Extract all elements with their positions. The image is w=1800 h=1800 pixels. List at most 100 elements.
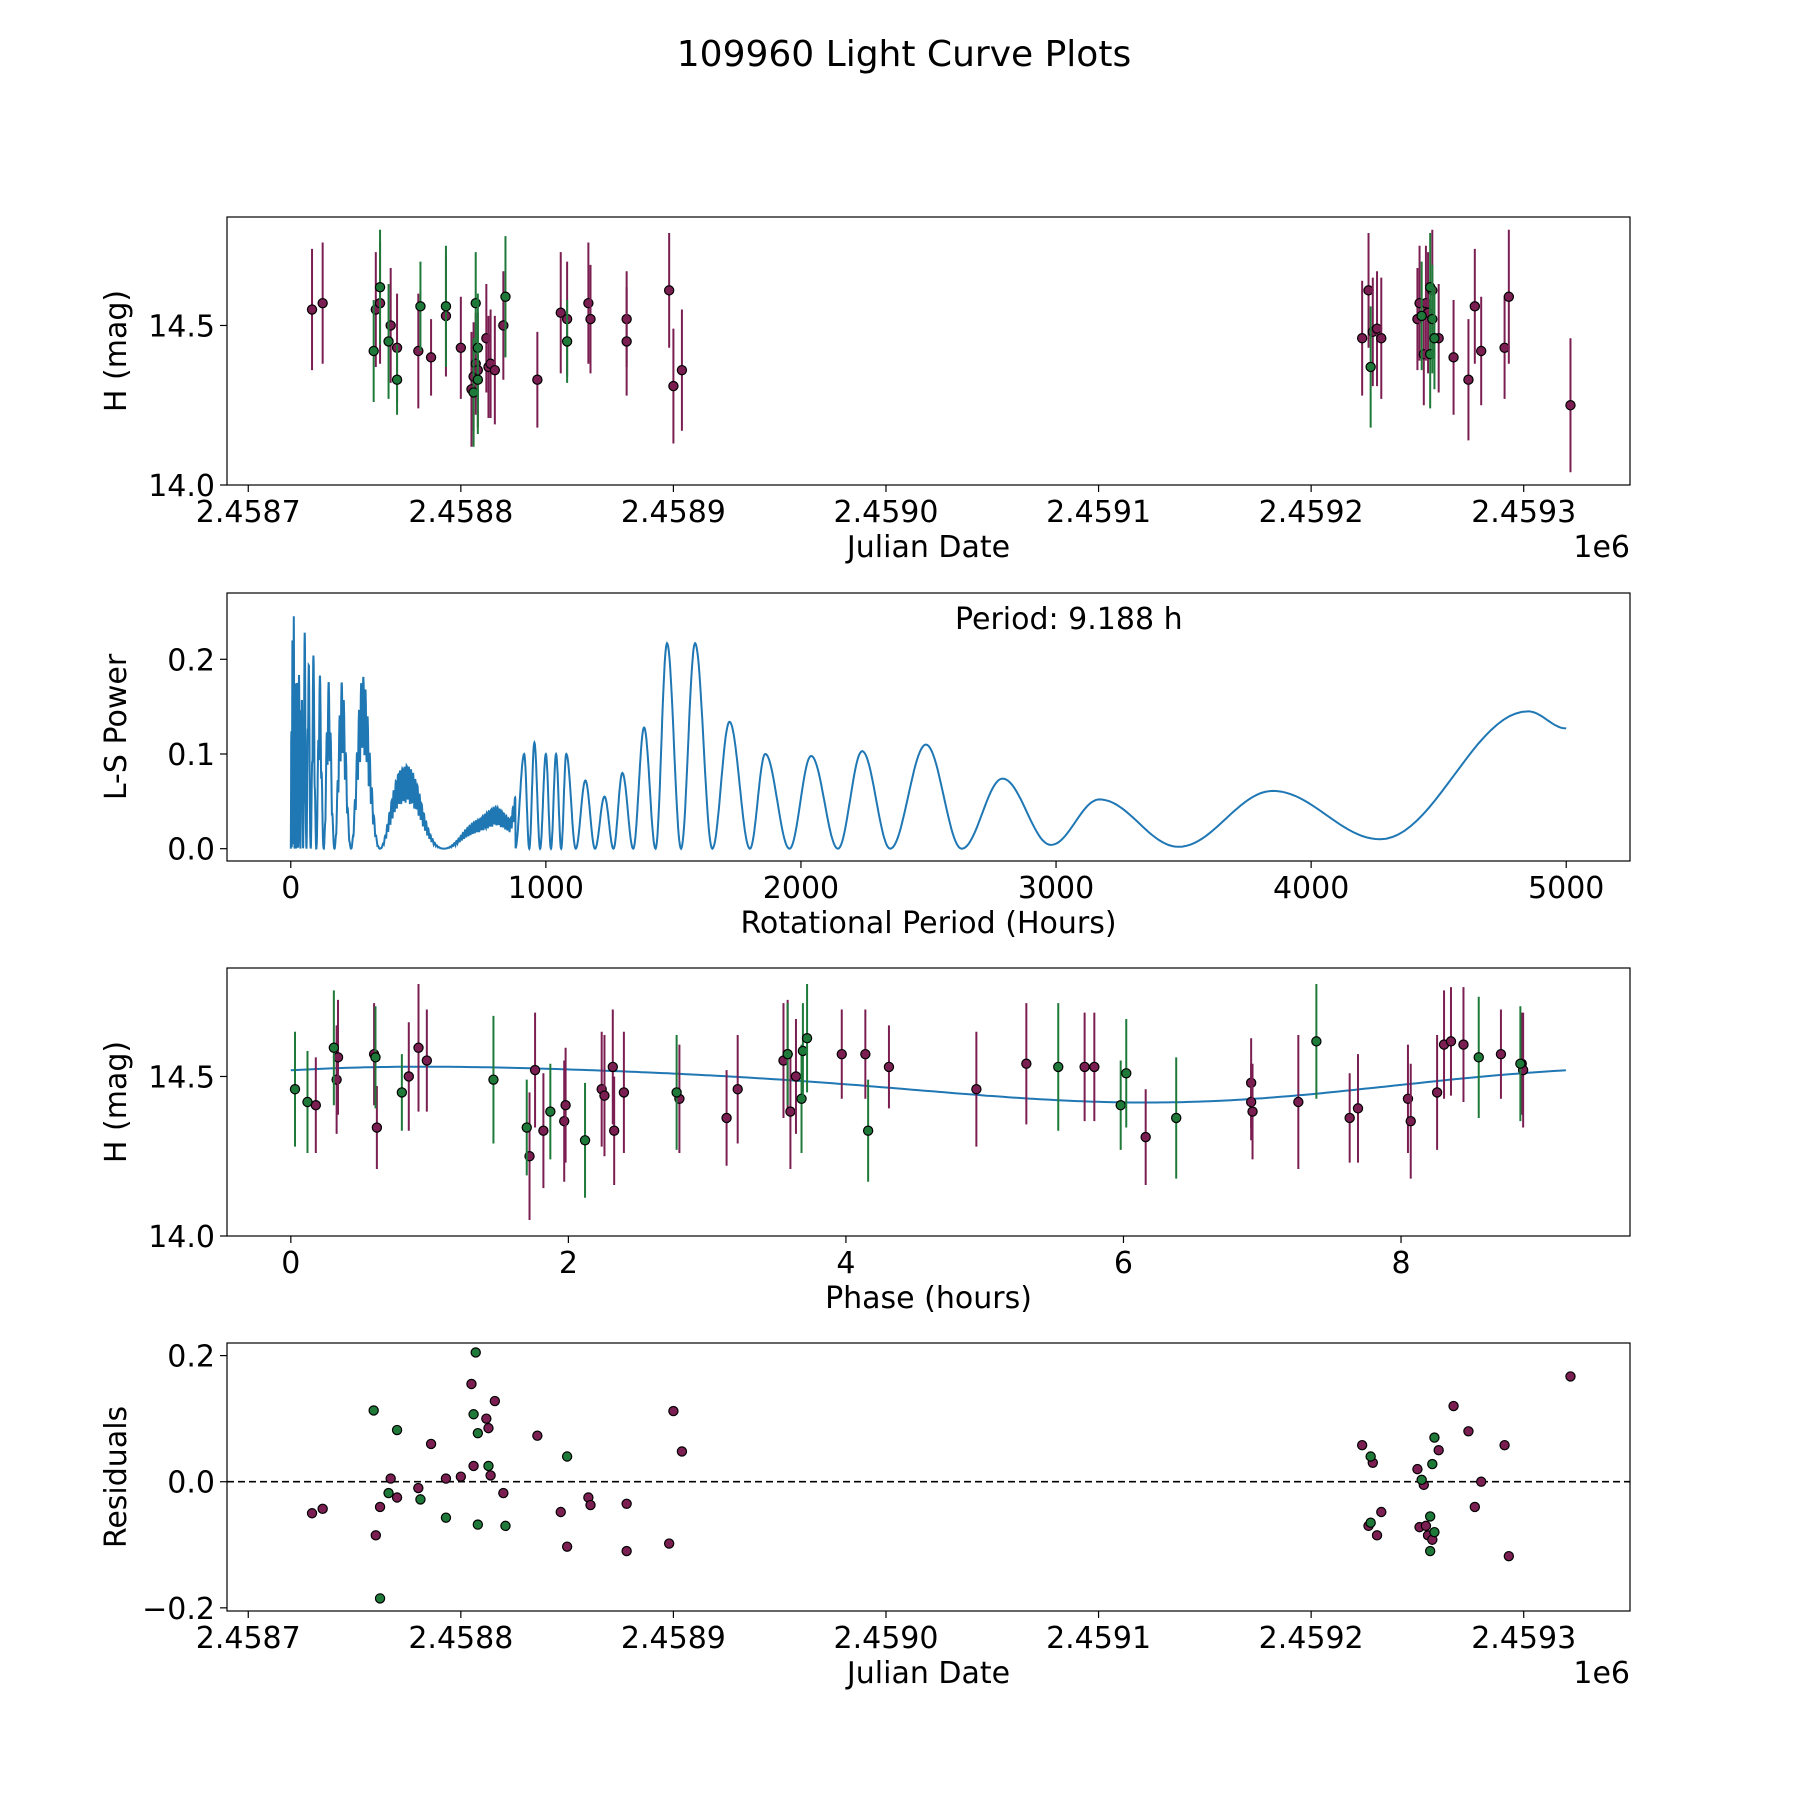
data-point [1429,333,1440,344]
data-point [1499,1439,1510,1451]
data-point [500,291,511,302]
data-point [1371,323,1383,334]
data-point [971,1084,982,1095]
data-point [862,1125,874,1136]
data-point [1356,333,1368,344]
data-point [500,1520,511,1532]
data-point [385,320,396,331]
y-tick-label: 14.5 [148,1060,215,1095]
data-point [440,1473,452,1484]
data-point [368,345,379,357]
data-point [790,1071,802,1082]
data-point [1458,1039,1469,1050]
data-point [498,1487,509,1499]
data-point [1293,1096,1304,1108]
data-point [561,1541,573,1552]
data-point [302,1096,313,1108]
plot-frame [226,592,1631,862]
data-point [1079,1061,1090,1073]
data-point [545,1106,556,1117]
data-point [1424,1511,1436,1522]
x-tick-label: 2.4593 [1471,495,1576,530]
data-point [472,1519,484,1530]
data-point [585,313,596,325]
model-curve [290,1065,1566,1104]
data-point [860,1048,871,1060]
data-point [1475,345,1487,357]
data-point [1463,374,1474,385]
data-point [1352,1103,1364,1114]
power-curve [289,616,1567,852]
y-tick-label: 0.0 [167,833,215,868]
data-point [1420,1520,1432,1532]
data-point [1412,1463,1423,1475]
y-tick-label: 0.2 [167,1340,215,1375]
x-tick-label: 4 [836,1246,855,1281]
data-point [583,297,594,309]
data-point [1469,301,1481,312]
x-tick-label: 1000 [508,871,584,906]
data-point [1365,361,1376,373]
x-tick-label: 2.4587 [196,1621,301,1656]
y-tick-label: 0.0 [167,1466,215,1501]
data-point [1565,1371,1576,1382]
data-point [836,1048,847,1060]
x-tick-label: 2.4592 [1259,495,1364,530]
y-tick-label: 0.2 [167,643,215,678]
data-point [317,297,328,309]
data-point [455,1471,467,1482]
x-axis-label: Julian Date [845,1656,1010,1691]
data-point [472,1427,484,1439]
data-point [555,307,566,318]
data-point [668,1405,679,1417]
data-point [1344,1112,1355,1124]
x-tick-label: 0 [281,871,300,906]
data-point [671,1087,682,1098]
data-point [470,1347,481,1358]
data-point [1463,1426,1474,1437]
data-point [599,1090,610,1101]
data-point [1416,310,1427,322]
data-point [785,1106,796,1117]
x-tick-label: 2000 [763,871,839,906]
data-point [468,387,479,398]
data-point [396,1087,408,1098]
data-point [796,1093,807,1105]
data-point [374,281,386,293]
plot-frame [226,967,1631,1237]
data-point [1448,352,1459,363]
x-tick-label: 2.4592 [1259,1621,1364,1656]
data-point [1515,1058,1526,1069]
data-point [1140,1131,1151,1143]
data-point [618,1087,630,1098]
data-point [1365,1517,1376,1528]
data-point [483,1422,494,1434]
data-point [440,1512,452,1523]
data-point [468,1460,479,1472]
panel-phased: 0 2 4 6 8 14.0 14.5 Phase (hours) H (mag) [99,967,1631,1316]
data-point [470,297,481,309]
data-point [663,285,675,296]
x-offset-label: 1e6 [1573,1656,1630,1691]
data-point [663,1538,675,1549]
data-point [1115,1099,1126,1111]
data-point [1405,1115,1416,1127]
x-tick-label: 2.4591 [1046,1621,1151,1656]
y-axis-label: H (mag) [99,1041,134,1163]
data-point [1445,1036,1457,1047]
y-axis-label: Residuals [99,1406,134,1548]
data-point [489,1395,501,1407]
data-point [1121,1068,1132,1079]
data-point [1448,1400,1459,1412]
x-axis-label: Phase (hours) [825,1281,1032,1316]
data-point [721,1112,732,1124]
x-tick-label: 2.4588 [408,1621,513,1656]
data-point [1503,1550,1515,1562]
data-point [415,1494,426,1505]
data-point [413,1042,424,1053]
data-point [383,1487,394,1499]
data-point [560,1099,571,1111]
data-point [391,1492,403,1503]
data-point [1247,1106,1258,1117]
